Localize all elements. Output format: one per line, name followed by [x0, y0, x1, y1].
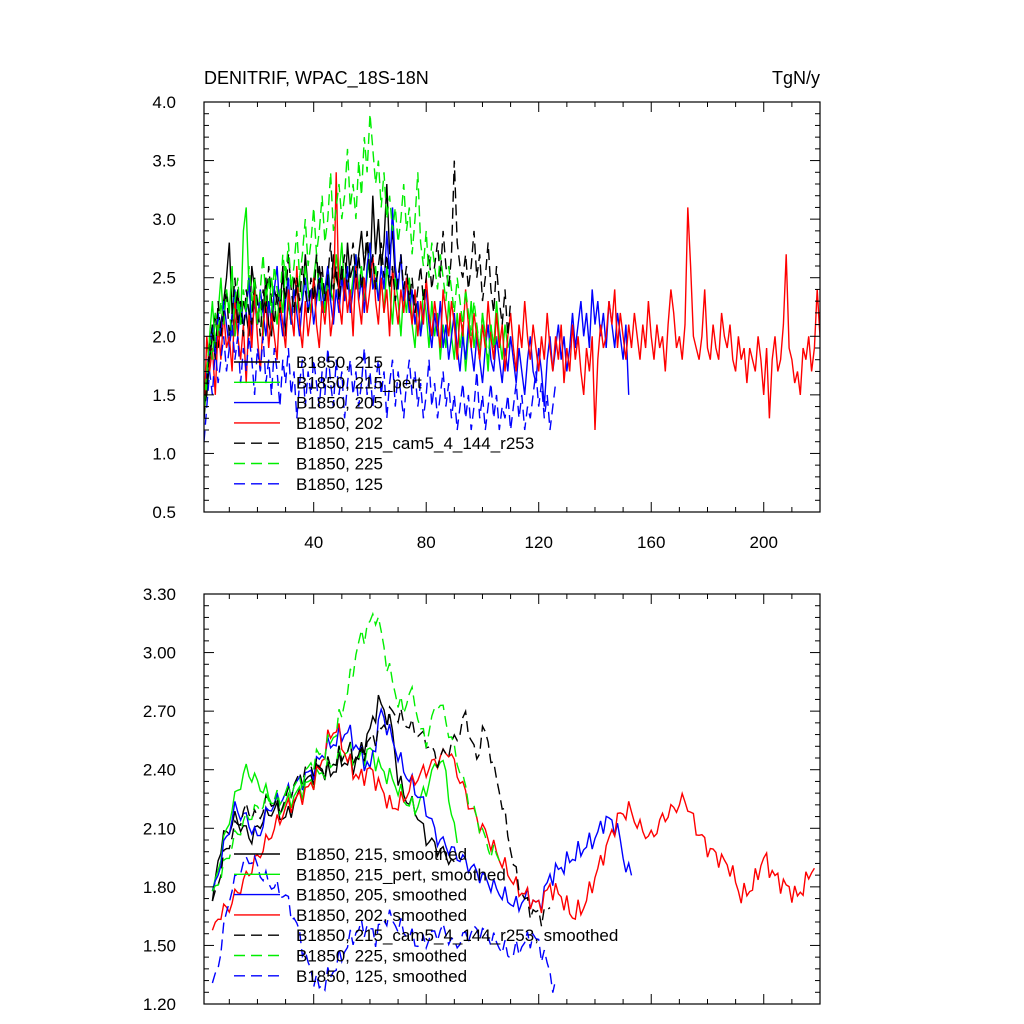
top-legend-label-b1850-205: B1850, 205	[296, 394, 383, 413]
top-series-line-b1850-225	[204, 113, 498, 407]
top-chart-units: TgN/y	[772, 68, 820, 88]
bottom-axes: 1.20 1.50 1.80 2.10 2.40 2.70 3.00 3.30	[143, 585, 821, 1014]
top-y-tick-label: 1.5	[152, 386, 176, 405]
top-y-tick-label: 2.5	[152, 269, 176, 288]
top-series-group	[204, 113, 820, 442]
top-chart-title: DENITRIF, WPAC_18S-18N	[204, 68, 429, 89]
top-x-tick-label: 40	[304, 533, 323, 552]
top-x-tick-label: 160	[637, 533, 665, 552]
bottom-y-tick-label: 1.20	[143, 995, 176, 1014]
bottom-y-tick-label: 3.30	[143, 585, 176, 604]
bottom-series-line-b1850-225-smoothed	[211, 611, 500, 892]
top-series-line-b1850-125	[204, 324, 557, 442]
top-y-tick-label: 3.0	[152, 210, 176, 229]
bottom-legend-label-b1850-202-smoothed: B1850, 202, smoothed	[296, 906, 467, 925]
bottom-series-line-b1850-125-smoothed	[211, 854, 557, 993]
bottom-plot-frame	[203, 593, 821, 1005]
bottom-legend-label-b1850-215-pert-smoothed: B1850, 215_pert, smoothed	[296, 865, 506, 884]
top-legend-label-b1850-125: B1850, 125	[296, 475, 383, 494]
top-x-tick-label: 200	[750, 533, 778, 552]
top-plot-frame	[203, 101, 821, 513]
top-y-tick-label: 3.5	[152, 152, 176, 171]
top-x-tick-label: 80	[417, 533, 436, 552]
top-legend-label-b1850-215: B1850, 215	[296, 353, 383, 372]
top-x-tick-label: 120	[525, 533, 553, 552]
bottom-legend-label-b1850-215-smoothed: B1850, 215, smoothed	[296, 845, 467, 864]
top-legend-label-b1850-225: B1850, 225	[296, 455, 383, 474]
bottom-series-line-b1850-205-smoothed	[211, 706, 633, 914]
bottom-y-tick-label: 1.50	[143, 936, 176, 955]
bottom-y-tick-label: 2.70	[143, 702, 176, 721]
top-y-tick-label: 2.0	[152, 327, 176, 346]
bottom-series-line-b1850-215-cam5-4-144-r253-smoothed	[211, 705, 551, 927]
bottom-series-line-b1850-202-smoothed	[211, 723, 815, 931]
bottom-y-tick-label: 3.00	[143, 644, 176, 663]
top-chart-panel: DENITRIF, WPAC_18S-18N TgN/y 40 80 120 160 2…	[152, 68, 821, 552]
bottom-y-tick-label: 1.80	[143, 878, 176, 897]
top-y-tick-label: 0.5	[152, 503, 176, 522]
top-legend-label-b1850-202: B1850, 202	[296, 414, 383, 433]
bottom-y-tick-label: 2.40	[143, 761, 176, 780]
bottom-y-tick-label: 2.10	[143, 819, 176, 838]
bottom-legend-label-b1850-125-smoothed: B1850, 125, smoothed	[296, 967, 467, 986]
top-legend-label-b1850-215-cam5-4-144-r253: B1850, 215_cam5_4_144_r253	[296, 434, 534, 453]
top-y-tick-label: 1.0	[152, 444, 176, 463]
top-legend-label-b1850-215-pert: B1850, 215_pert	[296, 373, 422, 392]
top-axes: 40 80 120 160 200 0.5 1.0 1.5 2.0 2.5 3.0 3.5 4.0	[152, 93, 821, 552]
top-y-tick-label: 4.0	[152, 93, 176, 112]
bottom-legend-label-b1850-205-smoothed: B1850, 205, smoothed	[296, 886, 467, 905]
bottom-series-group	[211, 611, 815, 993]
bottom-chart-panel: 1.20 1.50 1.80 2.10 2.40 2.70 3.00 3.30 B1850, …	[143, 585, 821, 1014]
bottom-legend-label-b1850-215-cam5-4-144-r253-smoothed: B1850, 215_cam5_4_144_r253, smoothed	[296, 926, 618, 945]
bottom-legend-label-b1850-225-smoothed: B1850, 225, smoothed	[296, 947, 467, 966]
